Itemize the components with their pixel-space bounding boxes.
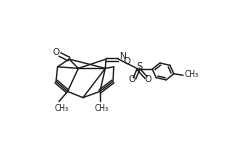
Text: O: O <box>144 75 151 84</box>
Text: N: N <box>119 52 126 61</box>
Text: O: O <box>123 57 130 66</box>
Text: CH₃: CH₃ <box>185 70 199 79</box>
Text: CH₃: CH₃ <box>54 104 68 113</box>
Text: O: O <box>129 75 136 84</box>
Text: CH₃: CH₃ <box>94 104 108 113</box>
Text: S: S <box>136 62 142 72</box>
Text: O: O <box>53 48 60 57</box>
